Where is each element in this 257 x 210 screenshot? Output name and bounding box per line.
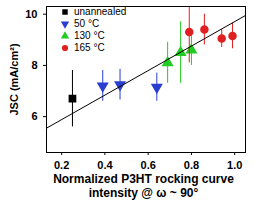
- svg-text:0.6: 0.6: [141, 159, 156, 171]
- svg-text:1.0: 1.0: [227, 159, 242, 171]
- html-text:50 °C: 50 °C: [74, 18, 100, 29]
- svg-text:0.4: 0.4: [97, 159, 113, 171]
- html-text:Normalized P3HT rocking curve: Normalized P3HT rocking curve intensity …: [53, 172, 234, 200]
- html-text:165 °C: 165 °C: [74, 42, 105, 53]
- svg-text:0.2: 0.2: [54, 159, 69, 171]
- svg-text:6: 6: [31, 110, 37, 122]
- svg-text:JSC (mA/cm²): JSC (mA/cm²): [8, 43, 20, 115]
- svg-text:8: 8: [31, 59, 37, 71]
- svg-text:10: 10: [25, 8, 37, 20]
- html-text:unannealed: unannealed: [74, 6, 127, 17]
- html-text:130 °C: 130 °C: [74, 30, 105, 41]
- svg-text:0.8: 0.8: [184, 159, 199, 171]
